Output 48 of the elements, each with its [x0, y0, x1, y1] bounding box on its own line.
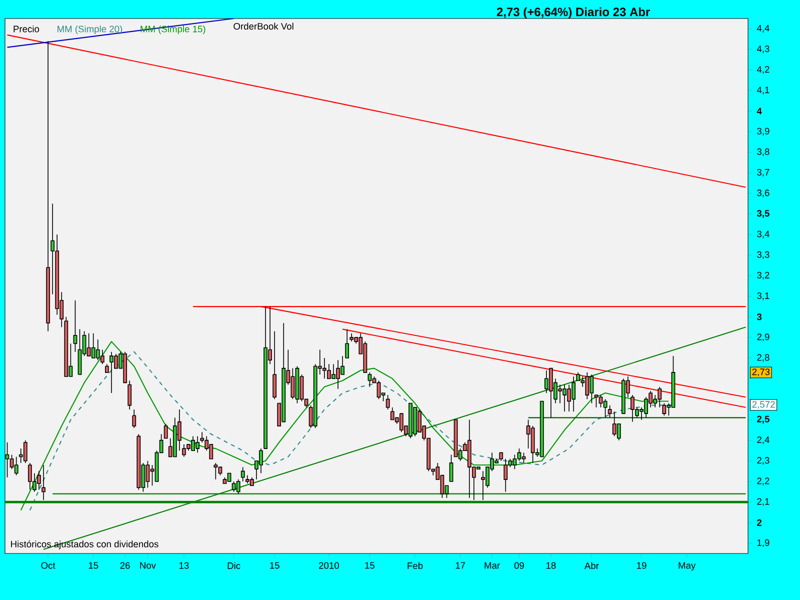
- chart-title: 2,73 (+6,64%) Diario 23 Abr: [496, 7, 650, 19]
- x-tick-label: 2010: [319, 562, 339, 569]
- x-tick-label: 15: [270, 562, 280, 569]
- x-tick-label: 13: [179, 562, 189, 569]
- annotation: Históricos ajustados con dividendos: [11, 540, 158, 550]
- x-tick-label: 15: [88, 562, 98, 569]
- y-tick-label: 3,4: [757, 230, 770, 238]
- y-tick-label: 3,1: [757, 292, 770, 300]
- y-tick-label: 2: [757, 519, 762, 526]
- y-tick-label: 2,1: [757, 498, 770, 506]
- y-tick-label: 2,3: [757, 457, 770, 465]
- y-tick-label: 3,6: [757, 190, 770, 198]
- annotation: OrderBook Vol: [234, 22, 294, 30]
- y-tick-label: 1,9: [757, 539, 770, 548]
- y-tick-label: 2,4: [757, 436, 770, 444]
- y-tick-label: 3,2: [757, 272, 770, 280]
- x-tick-label: Feb: [408, 562, 423, 570]
- y-tick-label: 3,5: [756, 210, 770, 218]
- x-tick-label: Mar: [484, 562, 500, 569]
- text: Precio: [14, 25, 40, 32]
- y-tick-label: 2,2: [757, 478, 770, 486]
- x-tick-label: 15: [365, 562, 374, 569]
- x-tick-label: 19: [637, 562, 646, 569]
- y-tick-label: 3: [756, 314, 762, 320]
- y-tick-label: 4,2: [756, 66, 770, 74]
- annotation: 2,73: [752, 368, 770, 376]
- y-tick-label: 3,9: [757, 128, 770, 136]
- x-tick-label: May: [678, 562, 696, 571]
- y-tick-label: 4,1: [756, 86, 770, 94]
- y-tick-label: 2,8: [757, 354, 770, 362]
- y-tick-label: 3,8: [757, 148, 770, 156]
- x-tick-label: 26: [120, 562, 130, 569]
- x-tick-label: Dic: [228, 562, 240, 570]
- text: MM (Simple 20): [58, 25, 122, 34]
- y-tick-label: 4,3: [756, 46, 770, 54]
- annotation: 2,572: [752, 401, 775, 409]
- y-tick-label: 2,5: [757, 416, 770, 424]
- x-tick-label: Abr: [584, 562, 599, 570]
- y-tick-label: 3,3: [757, 251, 770, 259]
- x-tick-label: Oct: [41, 562, 56, 569]
- y-tick-label: 2,9: [757, 334, 770, 342]
- x-tick-label: 09: [514, 562, 524, 569]
- y-tick-label: 4: [756, 108, 762, 114]
- x-tick-label: 18: [546, 562, 556, 569]
- x-tick-label: Nov: [140, 562, 156, 569]
- y-tick-label: 4,4: [756, 24, 770, 33]
- x-tick-label: 17: [456, 562, 466, 569]
- y-tick-label: 3,7: [757, 168, 770, 177]
